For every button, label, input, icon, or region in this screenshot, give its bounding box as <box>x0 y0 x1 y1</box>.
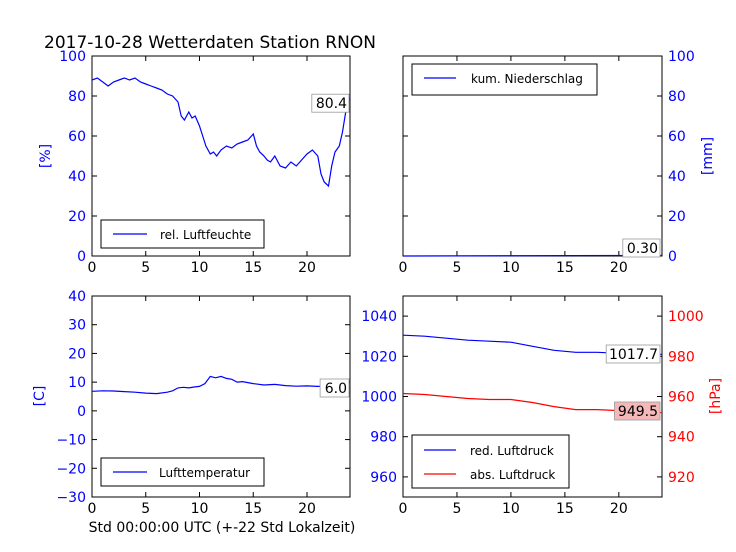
y-tick-label: 100 <box>668 49 695 65</box>
y-tick-label: 0 <box>77 404 86 420</box>
legend-label: rel. Luftfeuchte <box>160 228 251 242</box>
precipitation-value-label-box <box>622 238 661 258</box>
temperature-value-label-box <box>319 378 350 398</box>
y-tick-label-right: 960 <box>668 390 695 406</box>
temperature-value-label: 6.0 <box>325 381 347 397</box>
y-tick-label-right: 940 <box>668 430 695 446</box>
absolute-pressure-value-label: 949.5 <box>618 404 658 420</box>
x-tick-label: 10 <box>502 260 520 276</box>
y-tick-label: 40 <box>68 169 86 185</box>
y-tick-label-right: 920 <box>668 470 695 486</box>
x-tick-label: 15 <box>556 260 574 276</box>
y-tick-label: 80 <box>668 89 686 105</box>
x-tick-label: 15 <box>244 260 262 276</box>
x-tick-label: 5 <box>141 501 150 517</box>
y-tick-label: 40 <box>68 289 86 305</box>
x-tick-label: 5 <box>141 260 150 276</box>
legend-box <box>411 434 570 489</box>
y-tick-label: 40 <box>668 169 686 185</box>
y-tick-label: 10 <box>68 375 86 391</box>
y-axis-label: [C] <box>32 386 48 407</box>
absolute-pressure-value-label-box <box>614 401 661 421</box>
x-tick-label: 20 <box>610 260 628 276</box>
y-tick-label: −30 <box>56 490 86 506</box>
y-axis-label: [mm] <box>700 137 716 175</box>
humidity-line <box>91 77 351 188</box>
x-tick-label: 10 <box>191 501 209 517</box>
x-tick-label: 20 <box>610 501 628 517</box>
y-tick-label: 80 <box>68 89 86 105</box>
legend-label: kum. Niederschlag <box>471 72 583 86</box>
legend-box <box>411 63 598 96</box>
reduced-pressure-value-label-box <box>605 344 661 364</box>
y-tick-label: −20 <box>56 461 86 477</box>
x-tick-label: 5 <box>452 501 461 517</box>
x-tick-label: 10 <box>191 260 209 276</box>
y-tick-label: 30 <box>68 318 86 334</box>
x-tick-label: 15 <box>556 501 574 517</box>
x-tick-label: 20 <box>298 501 316 517</box>
precipitation-value-label: 0.30 <box>627 241 658 257</box>
y-tick-label-left: 1000 <box>361 390 397 406</box>
temperature-line <box>91 375 351 395</box>
temperature-axes-frame <box>91 295 351 498</box>
y-tick-label: −10 <box>56 433 86 449</box>
y-axis-label-right: [hPa] <box>708 378 724 414</box>
figure-xlabel: Std 00:00:00 UTC (+-22 Std Lokalzeit) <box>89 520 356 536</box>
y-tick-label: 20 <box>68 209 86 225</box>
y-tick-label-right: 980 <box>668 349 695 365</box>
chart-precipitation: 0 5 10 15 20 0 20 40 60 80 100 [mm] 0.30 kum. Nieders… <box>399 49 716 276</box>
y-tick-label: 60 <box>68 129 86 145</box>
x-tick-label: 0 <box>88 260 97 276</box>
x-tick-label: 0 <box>88 501 97 517</box>
x-tick-label: 10 <box>502 501 520 517</box>
humidity-value-label: 80.4 <box>316 96 347 112</box>
x-tick-label: 0 <box>399 260 408 276</box>
y-tick-label: 100 <box>59 49 86 65</box>
y-tick-label-left: 980 <box>370 430 397 446</box>
chart-pressure: 0 5 10 15 20 960 980 1000 1020 1040 920 940 960 980 10… <box>361 295 724 517</box>
y-tick-label: 0 <box>668 249 677 265</box>
y-tick-label-left: 1020 <box>361 349 397 365</box>
y-tick-label-left: 960 <box>370 470 397 486</box>
y-tick-label: 20 <box>668 209 686 225</box>
chart-temperature: 0 5 10 15 20 −30 −20 −10 0 10 20 30 40 [C] 6.0 Lufttemp… <box>32 289 351 517</box>
y-axis-label: [%] <box>38 144 54 168</box>
x-tick-label: 5 <box>452 260 461 276</box>
y-tick-label-left: 1040 <box>361 309 397 325</box>
precipitation-line <box>402 254 663 257</box>
y-tick-label: 20 <box>68 346 86 362</box>
legend-label: red. Luftdruck <box>470 444 554 458</box>
legend-label: abs. Luftdruck <box>470 468 555 482</box>
x-tick-label: 15 <box>244 501 262 517</box>
figure-title: 2017-10-28 Wetterdaten Station RNON <box>44 33 376 53</box>
reduced-pressure-value-label: 1017.7 <box>609 347 658 363</box>
x-tick-label: 0 <box>399 501 408 517</box>
legend-label: Lufttemperatur <box>159 466 250 480</box>
humidity-axes-frame <box>91 55 351 257</box>
y-tick-label-right: 1000 <box>668 309 704 325</box>
x-tick-label: 20 <box>298 260 316 276</box>
y-tick-label: 0 <box>77 249 86 265</box>
chart-humidity: 0 5 10 15 20 0 20 40 60 80 100 [%] 80.4 rel. Luftfeuc… <box>38 49 351 276</box>
y-tick-label: 60 <box>668 129 686 145</box>
humidity-value-label-box <box>311 93 350 113</box>
